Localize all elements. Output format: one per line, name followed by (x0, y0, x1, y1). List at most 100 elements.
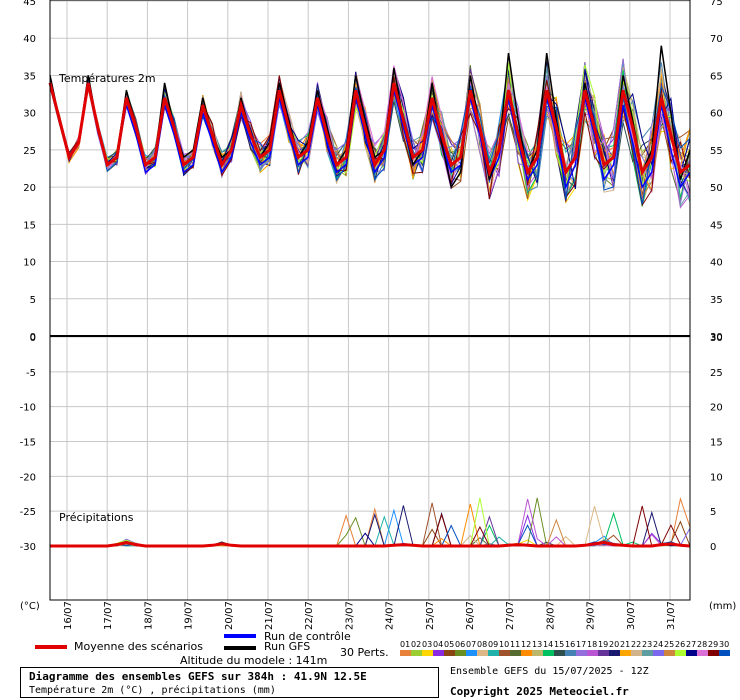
temp-left-tick: 30 (23, 109, 36, 120)
perturbation-swatch (532, 650, 543, 656)
perturbation-number: 23 (642, 640, 653, 649)
temp-right-tick: 40 (710, 258, 723, 269)
precip-panel-title: Précipitations (59, 511, 134, 524)
temp-left-tick: 5 (30, 295, 36, 306)
left-unit-label: (°C) (20, 601, 40, 612)
date-tick-label: 29/07 (586, 601, 597, 630)
temp-left-tick: 40 (23, 34, 36, 45)
perturbation-swatch (576, 650, 587, 656)
legend-perts-label: 30 Perts. (340, 646, 389, 659)
perturbation-number: 11 (510, 640, 521, 649)
precip-right-tick: 20 (710, 403, 723, 414)
perturbation-number: 17 (576, 640, 587, 649)
temp-right-tick: 30 (710, 332, 723, 343)
perturbation-swatch (411, 650, 422, 656)
perturbation-number: 10 (499, 640, 510, 649)
perturbation-swatch (620, 650, 631, 656)
perturbation-number: 24 (653, 640, 664, 649)
legend-gfs-label: Run GFS (264, 640, 311, 653)
precip-left-tick: -15 (20, 438, 36, 449)
perturbation-number: 13 (532, 640, 543, 649)
precip-left-tick: -25 (20, 507, 36, 518)
right-unit-label: (mm) (709, 601, 736, 612)
perturbation-number: 03 (422, 640, 433, 649)
temp-left-tick: 25 (23, 146, 36, 157)
perturbation-number: 27 (686, 640, 697, 649)
perturbation-swatch (642, 650, 653, 656)
temp-right-tick: 75 (710, 0, 723, 8)
precip-left-tick: -20 (20, 472, 36, 483)
perturbation-swatch (609, 650, 620, 656)
temp-right-tick: 50 (710, 183, 723, 194)
date-tick-label: 31/07 (666, 601, 677, 630)
info-title: Diagramme des ensembles GEFS sur 384h : … (29, 670, 367, 683)
precip-right-tick: 30 (710, 333, 723, 344)
perturbation-number: 20 (609, 640, 620, 649)
date-tick-label: 25/07 (425, 601, 436, 630)
temp-left-tick: 20 (23, 183, 36, 194)
perturbation-swatch (697, 650, 708, 656)
precip-right-tick: 10 (710, 472, 723, 483)
perturbation-swatch (554, 650, 565, 656)
date-tick-label: 19/07 (184, 601, 195, 630)
precip-left-tick: -30 (20, 542, 36, 553)
perturbation-swatch (521, 650, 532, 656)
temp-right-tick: 60 (710, 109, 723, 120)
perturbation-number: 22 (631, 640, 642, 649)
temp-right-tick: 70 (710, 34, 723, 45)
perturbation-number: 15 (554, 640, 565, 649)
run-info: Ensemble GEFS du 15/07/2025 - 12Z (450, 666, 649, 677)
legend-control-label: Run de contrôle (264, 630, 351, 643)
perturbation-swatch (444, 650, 455, 656)
temp-right-tick: 65 (710, 71, 723, 82)
precip-right-tick: 0 (710, 542, 716, 553)
perturbation-number: 30 (719, 640, 730, 649)
perturbation-number: 12 (521, 640, 532, 649)
perturbation-number: 05 (444, 640, 455, 649)
perturbation-swatch (543, 650, 554, 656)
perturbation-number: 08 (477, 640, 488, 649)
perturbation-swatch (488, 650, 499, 656)
copyright: Copyright 2025 Meteociel.fr (450, 685, 629, 698)
date-tick-label: 16/07 (63, 601, 74, 630)
date-tick-label: 18/07 (143, 601, 154, 630)
precip-mean-line (50, 540, 691, 548)
perturbation-swatch (686, 650, 697, 656)
perturbation-number: 25 (664, 640, 675, 649)
perturbation-swatch (565, 650, 576, 656)
date-tick-label: 24/07 (385, 601, 396, 630)
perturbation-number: 29 (708, 640, 719, 649)
legend-control-swatch (224, 634, 256, 638)
date-tick-label: 27/07 (505, 601, 516, 630)
precip-right-tick: 15 (710, 438, 723, 449)
perturbation-number: 19 (598, 640, 609, 649)
date-tick-label: 21/07 (264, 601, 275, 630)
temp-right-tick: 45 (710, 220, 723, 231)
perturbation-number: 04 (433, 640, 444, 649)
altitude-label: Altitude du modele : 141m (180, 654, 328, 667)
legend-mean-label: Moyenne des scénarios (74, 640, 203, 653)
perturbation-number: 01 (400, 640, 411, 649)
temp-left-tick: 10 (23, 258, 36, 269)
info-box: Diagramme des ensembles GEFS sur 384h : … (20, 667, 439, 698)
legend-mean-swatch (35, 645, 67, 649)
perturbation-swatch (708, 650, 719, 656)
perturbation-number: 28 (697, 640, 708, 649)
plot-border (49, 0, 691, 601)
perturbation-swatch (466, 650, 477, 656)
perturbation-swatch (664, 650, 675, 656)
perturbation-swatch (631, 650, 642, 656)
perturbation-swatch (455, 650, 466, 656)
perturbation-swatch (598, 650, 609, 656)
temp-left-tick: 0 (30, 332, 36, 343)
date-tick-label: 30/07 (626, 601, 637, 630)
temp-right-tick: 55 (710, 146, 723, 157)
precip-left-tick: -10 (20, 403, 36, 414)
date-tick-label: 23/07 (344, 601, 355, 630)
temp-panel-title: Températures 2m (58, 72, 156, 85)
precip-left-tick: -5 (26, 368, 36, 379)
perturbation-swatch (587, 650, 598, 656)
temp-left-tick: 15 (23, 220, 36, 231)
perturbation-number: 09 (488, 640, 499, 649)
perturbation-swatch (422, 650, 433, 656)
